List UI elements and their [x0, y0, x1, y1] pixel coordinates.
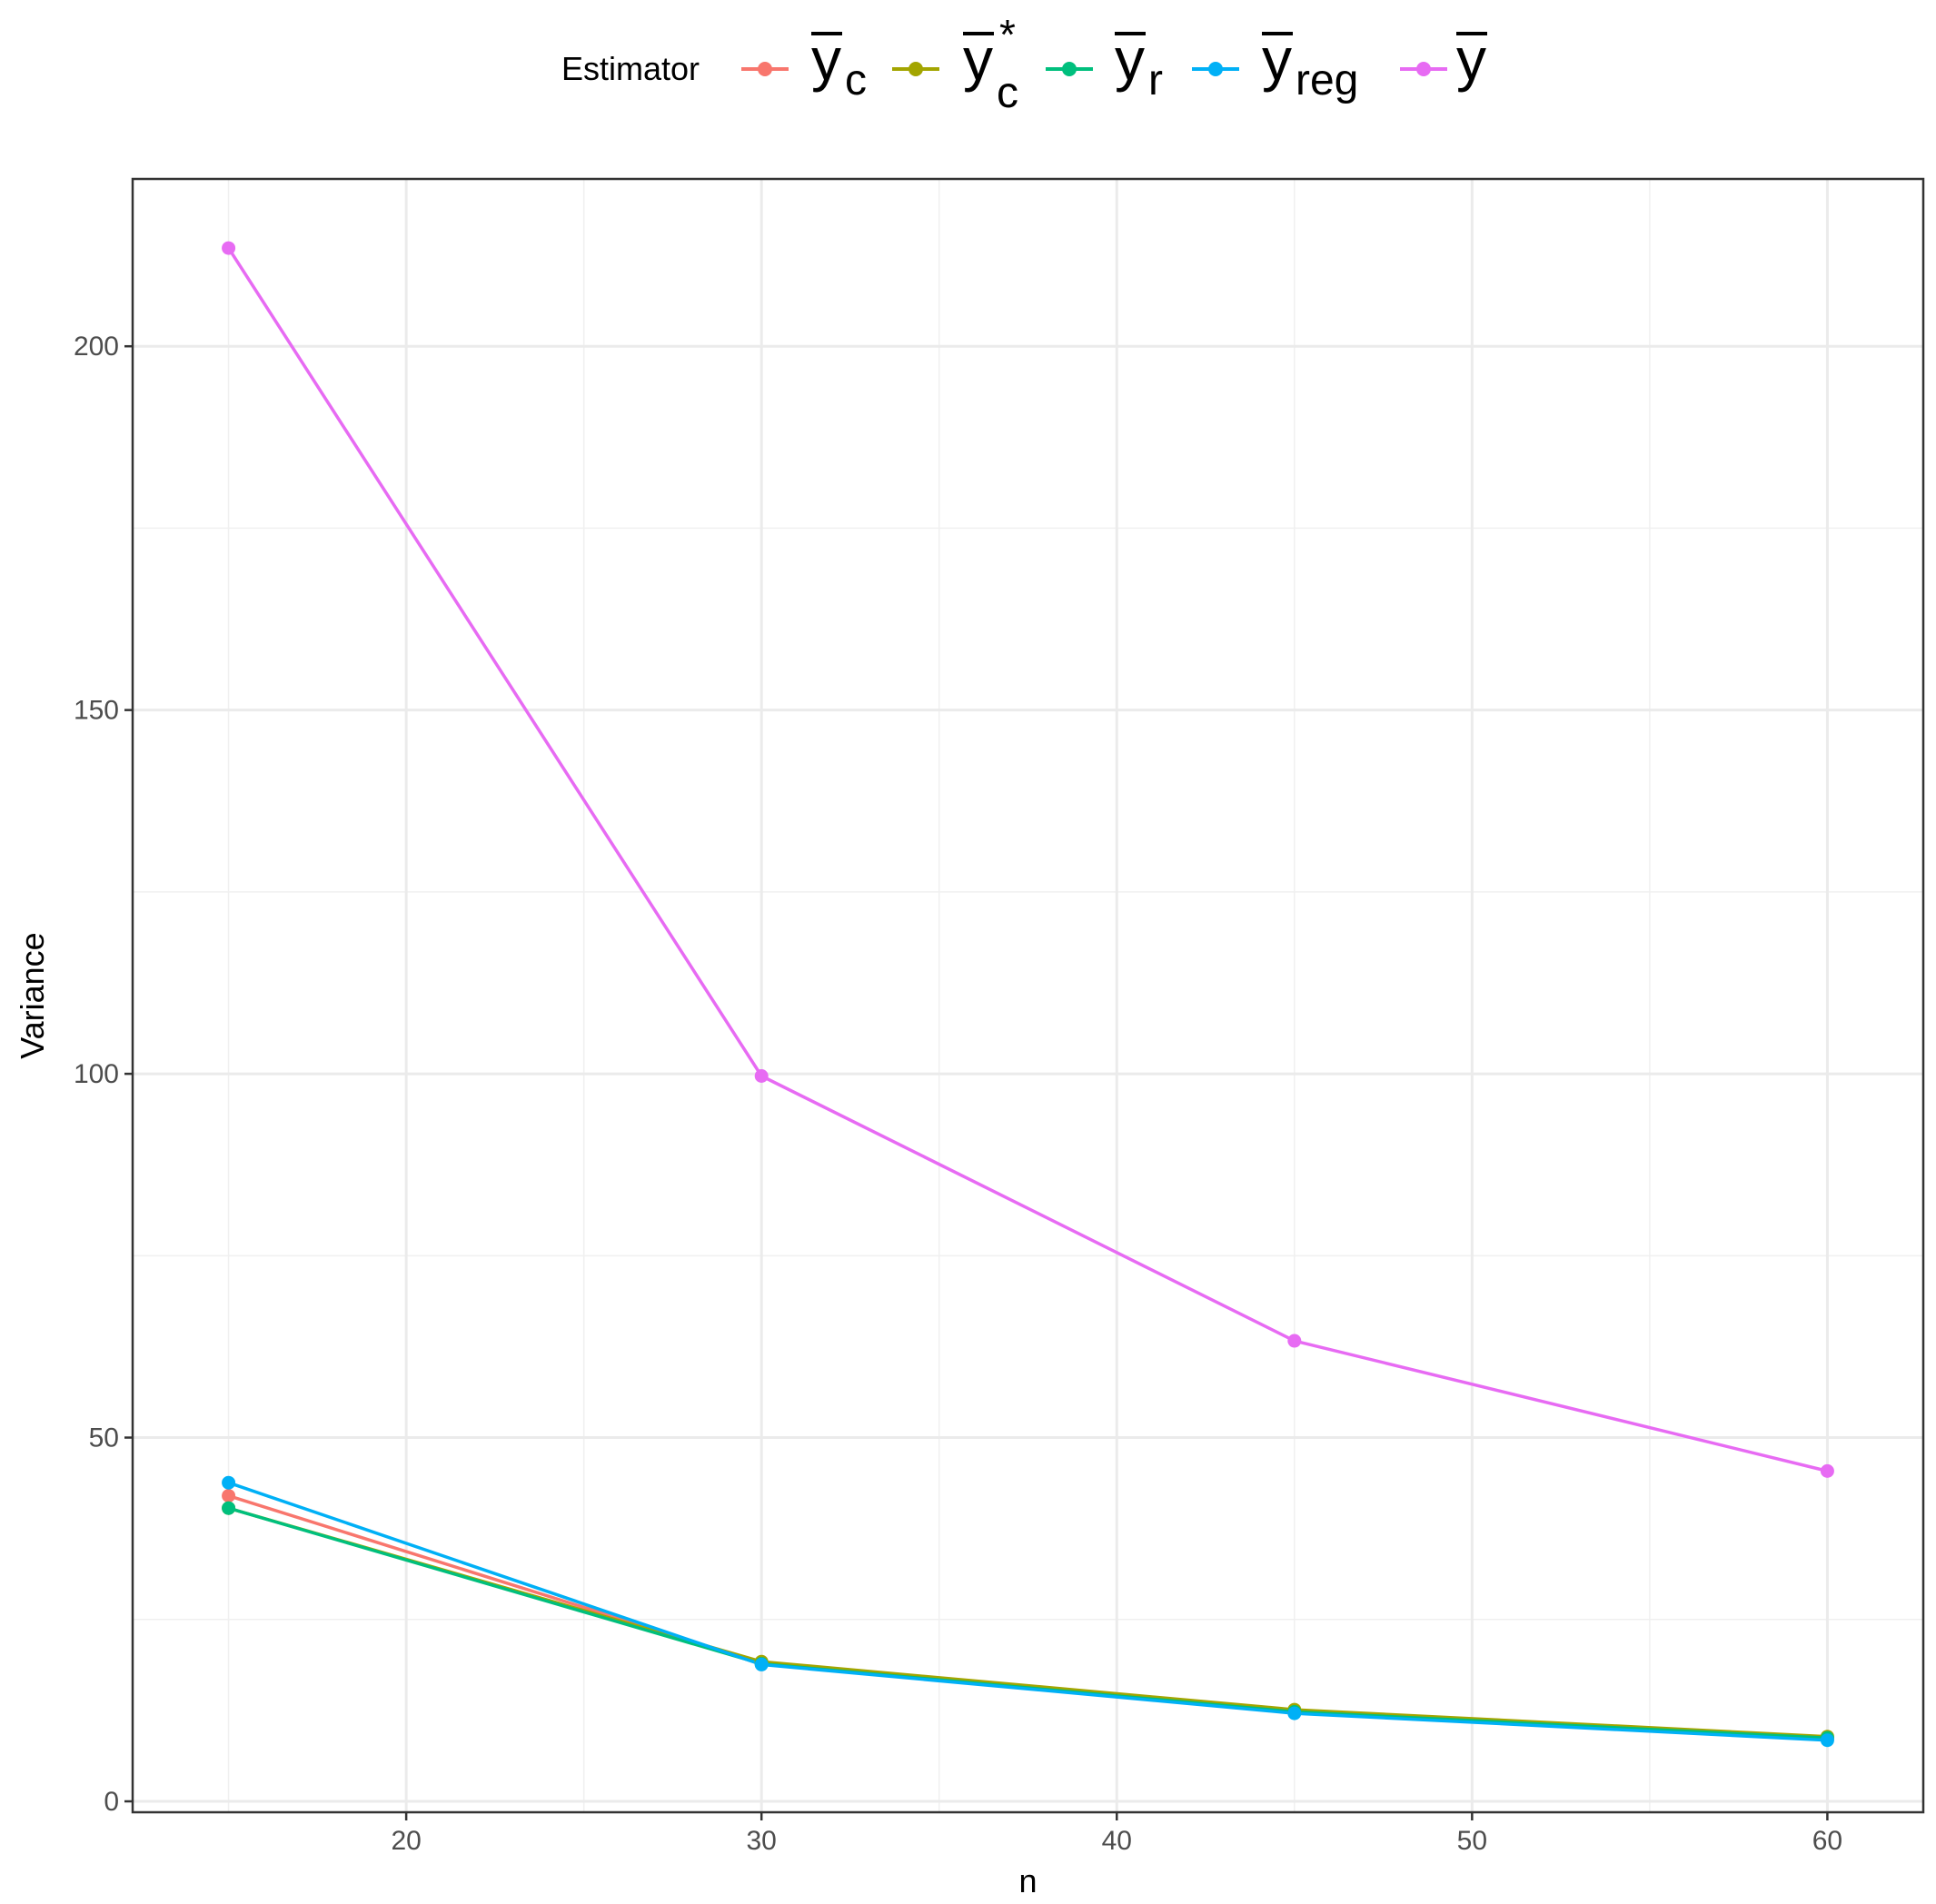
- series-1-point: [222, 1489, 236, 1503]
- legend: Estimator y c yc* y r y reg y: [561, 11, 1487, 117]
- panel-border: [131, 177, 1925, 1814]
- y-tick-label: 0: [104, 1787, 119, 1817]
- series-line-3: [228, 1506, 1828, 1740]
- x-tick-label: 40: [1102, 1826, 1132, 1856]
- legend-key-point: [908, 62, 923, 76]
- series-5-point: [1287, 1334, 1302, 1348]
- legend-label-sub: c: [997, 69, 1018, 117]
- axes: 20 30 40 50 60 0 50 100 150 200: [74, 332, 1842, 1856]
- legend-label-base: y: [963, 25, 993, 93]
- series-line-4: [228, 1481, 1828, 1742]
- x-tick-label: 60: [1812, 1826, 1842, 1856]
- legend-label-base: y: [1456, 25, 1486, 93]
- legend-label-base: y: [1115, 25, 1145, 93]
- y-tick-label: 100: [74, 1059, 119, 1089]
- series-4-point: [1820, 1733, 1834, 1748]
- y-tick-label: 200: [74, 332, 119, 362]
- series-4-point: [754, 1657, 769, 1671]
- legend-label-sup: *: [999, 11, 1016, 58]
- series-5-point: [1820, 1463, 1834, 1478]
- x-tick-label: 50: [1457, 1826, 1487, 1856]
- legend-key-point: [1416, 62, 1431, 76]
- series-5-point: [754, 1068, 769, 1083]
- y-tick-label: 50: [89, 1423, 119, 1453]
- series-line-1: [228, 1493, 1828, 1740]
- legend-key-point: [1208, 62, 1223, 76]
- legend-key-point: [758, 62, 772, 76]
- grid: [133, 179, 1923, 1812]
- x-tick-label: 20: [391, 1826, 421, 1856]
- legend-key-point: [1062, 62, 1077, 76]
- legend-label-sub: r: [1148, 56, 1163, 104]
- x-axis-title: n: [1018, 1862, 1037, 1899]
- series-points: [222, 241, 1834, 1748]
- series-4-point: [1287, 1706, 1302, 1721]
- series-5-point: [222, 241, 236, 255]
- series-4-point: [222, 1475, 236, 1490]
- series-line-2: [228, 1506, 1828, 1739]
- y-tick-label: 150: [74, 696, 119, 726]
- legend-title: Estimator: [561, 50, 700, 87]
- series-lines: [227, 247, 1828, 1742]
- legend-label-base: y: [811, 25, 841, 93]
- legend-label-sub: reg: [1296, 56, 1358, 104]
- series-3-point: [222, 1501, 236, 1515]
- x-tick-label: 30: [747, 1826, 777, 1856]
- series-line-5: [227, 247, 1828, 1473]
- y-axis-title: Variance: [14, 932, 51, 1058]
- legend-label-sub: c: [845, 56, 867, 104]
- legend-label-base: y: [1262, 25, 1292, 93]
